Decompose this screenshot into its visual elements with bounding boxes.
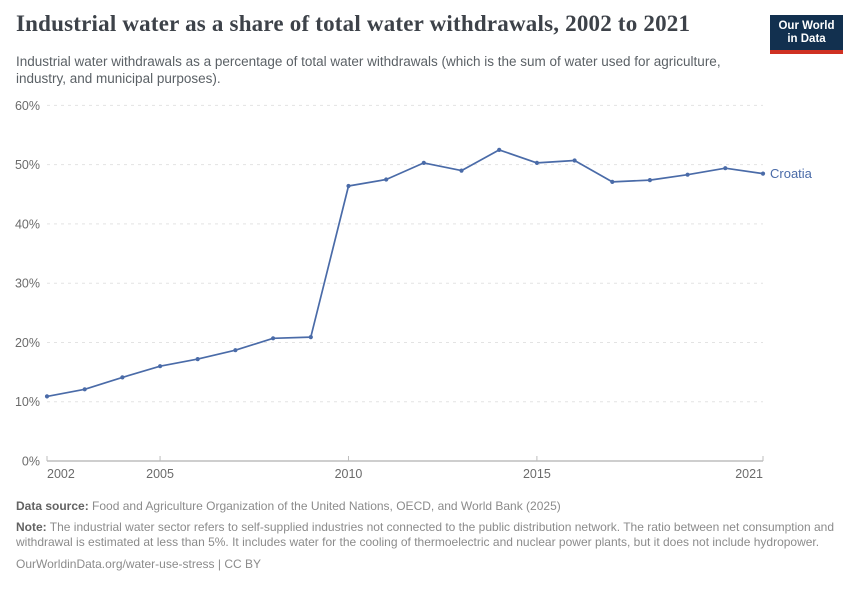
y-tick-label: 0% — [22, 455, 40, 469]
chart-subtitle: Industrial water withdrawals as a percen… — [16, 54, 721, 86]
x-tick-label: 2002 — [47, 467, 75, 481]
data-point-marker[interactable] — [195, 357, 200, 362]
series-line-croatia[interactable] — [46, 149, 764, 398]
data-point-marker[interactable] — [384, 177, 389, 182]
citation-divider: | — [217, 556, 221, 571]
data-point-marker[interactable] — [44, 394, 50, 399]
data-point-marker[interactable] — [459, 168, 464, 173]
data-source-label: Data source: — [16, 499, 89, 513]
data-point-marker[interactable] — [534, 160, 540, 165]
x-tick-label: 2015 — [523, 467, 551, 481]
x-tick-label: 2010 — [335, 467, 363, 481]
note-label: Note: — [16, 519, 47, 534]
page-title: Industrial water as a share of total wat… — [16, 11, 691, 36]
x-tick-label: 2005 — [146, 467, 174, 481]
data-point-marker[interactable] — [421, 160, 426, 165]
data-point-marker[interactable] — [572, 158, 577, 163]
data-point-marker[interactable] — [233, 348, 238, 353]
owid-logo-line2: in Data — [787, 33, 826, 45]
x-tick-label: 2021 — [735, 467, 763, 481]
y-tick-label: 30% — [15, 277, 40, 291]
data-point-marker[interactable] — [346, 183, 351, 189]
data-point-marker[interactable] — [723, 166, 728, 171]
y-tick-label: 40% — [15, 217, 40, 231]
series-label-croatia: Croatia — [770, 166, 813, 181]
data-point-marker[interactable] — [497, 147, 502, 152]
data-point-marker[interactable] — [120, 375, 125, 380]
data-point-marker[interactable] — [610, 179, 615, 184]
owid-logo-line1: Our World — [778, 20, 835, 32]
citation-license: CC BY — [224, 556, 262, 571]
y-tick-label: 10% — [15, 395, 40, 409]
data-point-marker[interactable] — [82, 387, 87, 392]
data-source-text: Food and Agriculture Organization of the… — [92, 499, 561, 513]
data-point-marker[interactable] — [158, 364, 163, 369]
y-tick-label: 50% — [15, 158, 40, 172]
data-point-marker[interactable] — [308, 335, 313, 340]
owid-logo[interactable]: Our World in Data — [770, 15, 843, 54]
data-source-line: Data source: Food and Agriculture Organi… — [16, 499, 840, 515]
data-point-marker[interactable] — [685, 172, 690, 177]
citation-line: OurWorldinData.org/water-use-stress | CC… — [16, 557, 840, 573]
chart-footer: Data source: Food and Agriculture Organi… — [16, 499, 840, 572]
y-tick-label: 20% — [15, 336, 40, 350]
data-point-marker[interactable] — [647, 178, 653, 183]
data-point-marker[interactable] — [271, 336, 276, 341]
note-line: Note: The industrial water sector refers… — [16, 520, 840, 551]
y-tick-label: 60% — [15, 99, 40, 113]
citation-url[interactable]: OurWorldinData.org/water-use-stress — [16, 556, 215, 571]
chart-svg: 0% 10% 20% 30% 40% 50% 60% 2002 2005 2010 2015 2021… — [15, 99, 813, 481]
data-point-marker[interactable] — [760, 171, 766, 176]
note-text: The industrial water sector refers to se… — [16, 519, 835, 550]
